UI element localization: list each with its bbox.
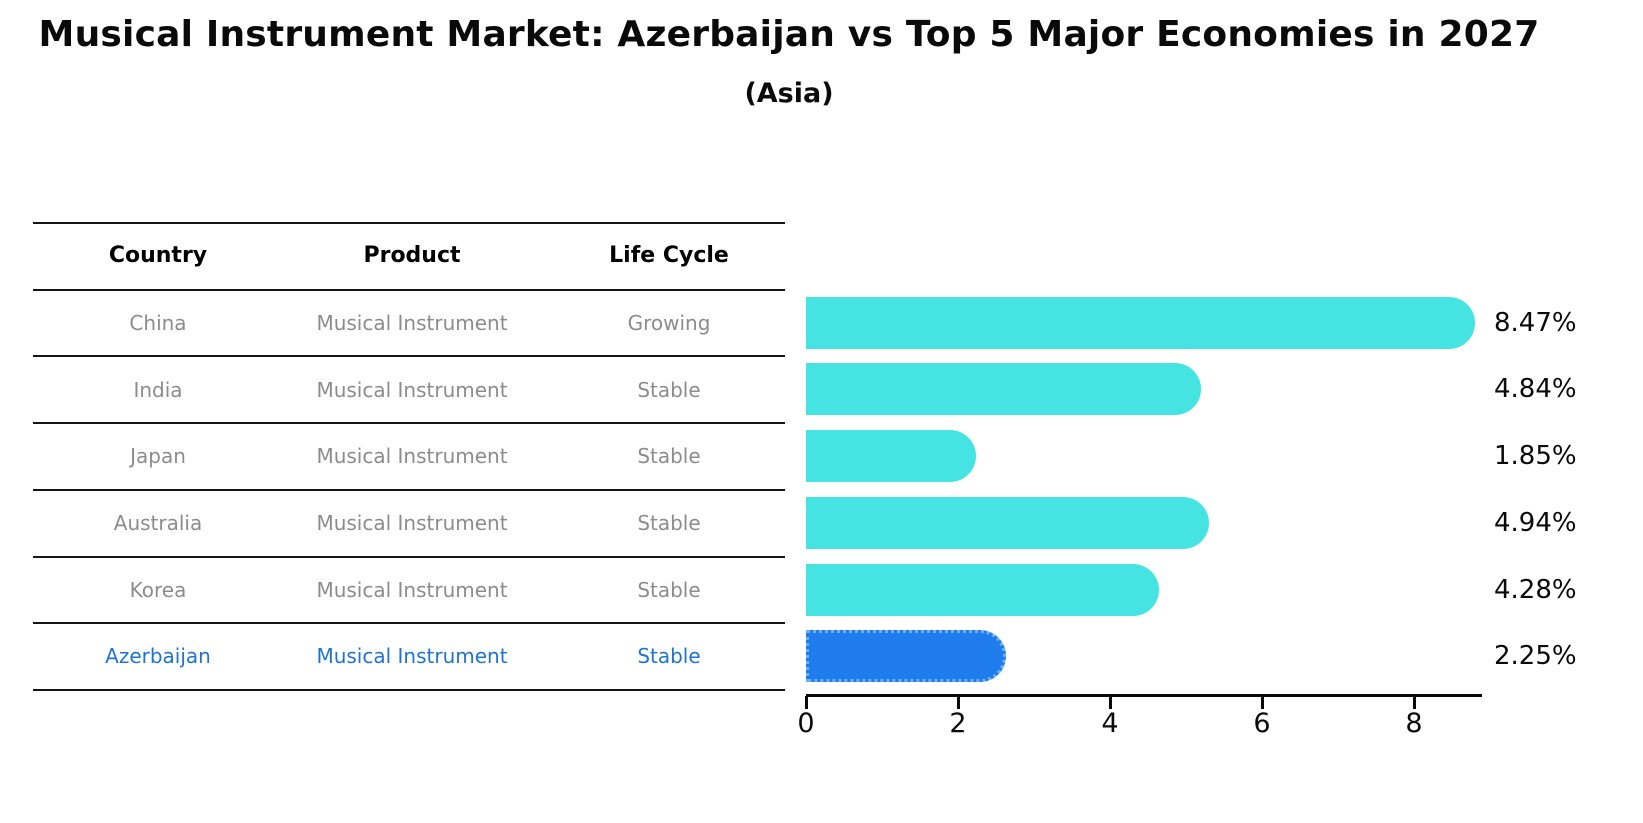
- bar-value-label: 2.25%: [1494, 641, 1577, 671]
- cell-product: Musical Instrument: [316, 644, 508, 668]
- bar-china: [806, 297, 1475, 349]
- table-row-australia: Australia Musical Instrument Stable: [33, 508, 785, 538]
- x-axis-tick-label: 2: [949, 708, 967, 739]
- x-axis-tick-label: 8: [1405, 708, 1423, 739]
- x-axis-tick: [957, 696, 960, 709]
- page-subtitle: (Asia): [744, 78, 834, 109]
- x-axis-tick-label: 0: [797, 708, 815, 739]
- x-axis-tick: [1109, 696, 1112, 709]
- table-row-china: China Musical Instrument Growing: [33, 308, 785, 338]
- cell-life-cycle: Stable: [637, 511, 701, 535]
- bar-japan: [806, 430, 976, 482]
- x-axis-tick-label: 4: [1101, 708, 1119, 739]
- table-row-japan: Japan Musical Instrument Stable: [33, 441, 785, 471]
- bar-korea: [806, 564, 1159, 616]
- cell-life-cycle: Stable: [637, 644, 701, 668]
- cell-country: Azerbaijan: [105, 644, 211, 668]
- table-row-korea: Korea Musical Instrument Stable: [33, 575, 785, 605]
- column-header-product: Product: [363, 243, 461, 268]
- x-axis-tick: [1413, 696, 1416, 709]
- cell-country: Korea: [129, 578, 187, 602]
- bar-value-label: 4.84%: [1494, 374, 1577, 404]
- bar-india: [806, 363, 1201, 415]
- cell-product: Musical Instrument: [316, 511, 508, 535]
- x-axis-tick: [805, 696, 808, 709]
- table-row-azerbaijan: Azerbaijan Musical Instrument Stable: [33, 641, 785, 671]
- cell-life-cycle: Stable: [637, 444, 701, 468]
- x-axis-line: [806, 694, 1482, 697]
- bar-australia: [806, 497, 1209, 549]
- table-line: [33, 689, 785, 691]
- cell-country: Japan: [130, 444, 186, 468]
- table-line: [33, 556, 785, 558]
- page-title: Musical Instrument Market: Azerbaijan vs…: [38, 14, 1540, 55]
- cell-life-cycle: Stable: [637, 378, 701, 402]
- cell-life-cycle: Stable: [637, 578, 701, 602]
- bar-value-label: 4.28%: [1494, 575, 1577, 605]
- bar-value-label: 1.85%: [1494, 441, 1577, 471]
- table-line: [33, 422, 785, 424]
- table-line: [33, 489, 785, 491]
- cell-country: China: [129, 311, 187, 335]
- cell-product: Musical Instrument: [316, 311, 508, 335]
- cell-product: Musical Instrument: [316, 378, 508, 402]
- table-line: [33, 289, 785, 291]
- cell-life-cycle: Growing: [627, 311, 711, 335]
- table-header-row: Country Product Life Cycle: [33, 241, 785, 271]
- cell-country: India: [133, 378, 183, 402]
- cell-country: Australia: [113, 511, 203, 535]
- column-header-life-cycle: Life Cycle: [609, 243, 729, 268]
- bar-azerbaijan: [806, 630, 1006, 682]
- table-line: [33, 222, 785, 224]
- cell-product: Musical Instrument: [316, 444, 508, 468]
- table-row-india: India Musical Instrument Stable: [33, 375, 785, 405]
- x-axis-tick-label: 6: [1253, 708, 1271, 739]
- table-line: [33, 355, 785, 357]
- column-header-country: Country: [108, 243, 208, 268]
- x-axis-tick: [1261, 696, 1264, 709]
- cell-product: Musical Instrument: [316, 578, 508, 602]
- table-line: [33, 622, 785, 624]
- bar-value-label: 8.47%: [1494, 308, 1577, 338]
- bar-value-label: 4.94%: [1494, 508, 1577, 538]
